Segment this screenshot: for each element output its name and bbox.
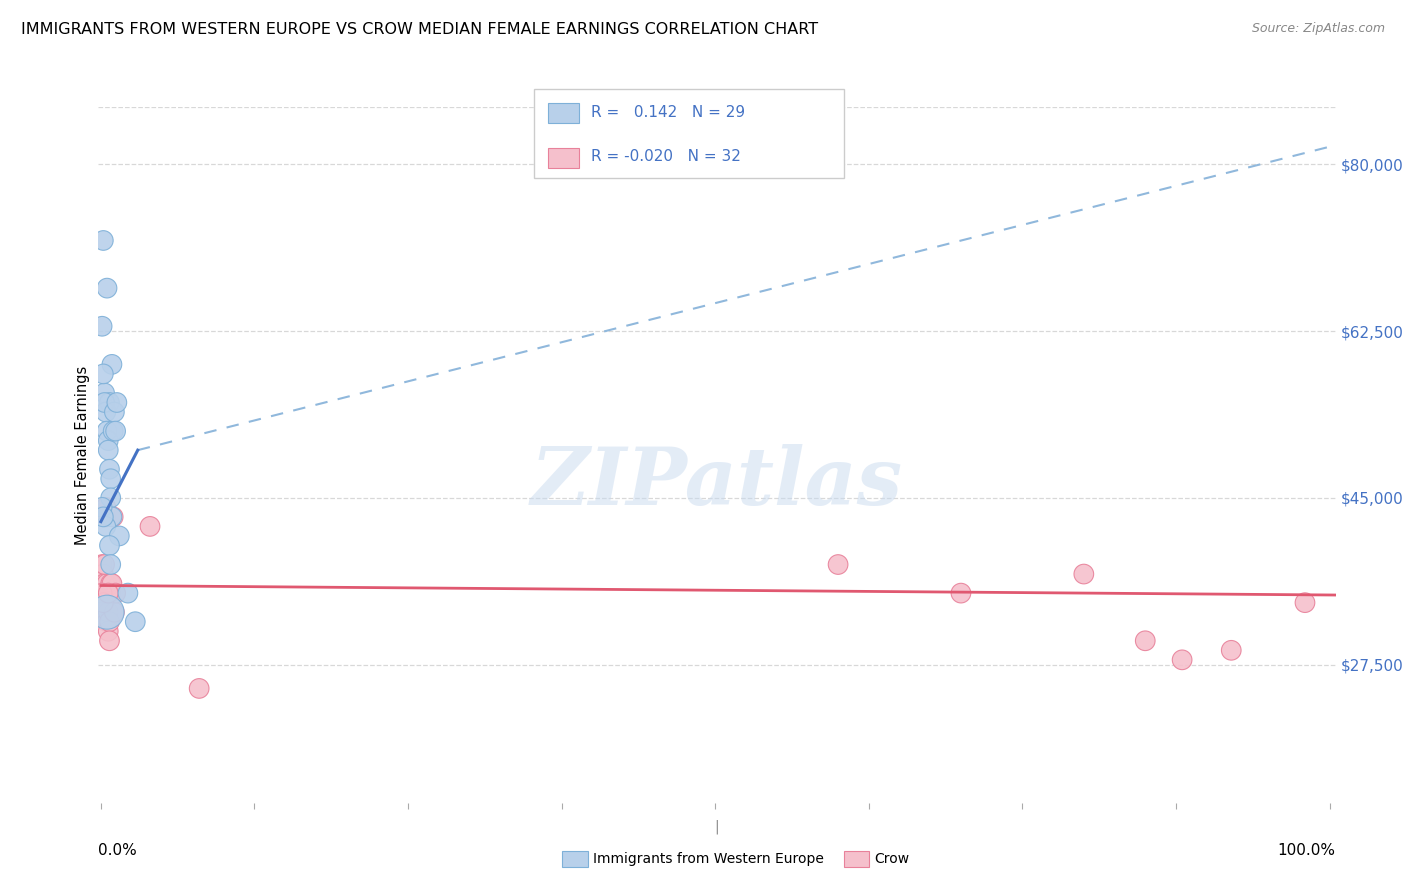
Point [98,539,121,553]
Point [93,558,115,572]
Point [188,681,211,696]
Text: 100.0%: 100.0% [1278,843,1336,858]
Point [103,405,125,419]
Point [94,500,117,515]
Point [91,567,114,582]
Point [97,586,120,600]
Point [100,558,122,572]
Point [1220,643,1243,657]
Point [139,519,162,533]
Point [98,462,121,476]
Text: |: | [714,820,720,834]
Point [100,586,122,600]
Point [949,586,972,600]
Y-axis label: Median Female Earnings: Median Female Earnings [75,366,90,544]
Point [96,281,118,295]
Point [101,509,124,524]
Point [98,615,121,629]
Point [91,596,114,610]
Point [96,615,118,629]
Text: Source: ZipAtlas.com: Source: ZipAtlas.com [1251,22,1385,36]
Point [93,386,115,401]
Point [124,615,146,629]
Point [117,586,139,600]
Point [1135,633,1157,648]
Text: 0.0%: 0.0% [98,843,138,858]
Point [98,633,121,648]
Text: IMMIGRANTS FROM WESTERN EUROPE VS CROW MEDIAN FEMALE EARNINGS CORRELATION CHART: IMMIGRANTS FROM WESTERN EUROPE VS CROW M… [21,22,818,37]
Point [91,319,114,334]
Point [94,405,117,419]
Point [93,395,115,409]
Point [1294,596,1316,610]
Point [93,576,115,591]
Point [105,395,128,409]
Text: R = -0.020   N = 32: R = -0.020 N = 32 [591,150,741,164]
Point [100,576,122,591]
Text: Crow: Crow [875,852,910,866]
Point [100,472,122,486]
Point [98,395,121,409]
Point [91,367,114,381]
Point [101,576,124,591]
Point [104,586,127,600]
Point [96,605,118,619]
Point [1171,653,1194,667]
Text: R =   0.142   N = 29: R = 0.142 N = 29 [591,105,745,120]
Point [100,491,122,505]
Text: Immigrants from Western Europe: Immigrants from Western Europe [593,852,824,866]
Point [104,424,127,438]
Point [91,234,114,248]
Point [91,509,114,524]
Point [97,443,120,458]
Point [1073,567,1095,582]
Point [97,624,120,639]
Point [91,558,114,572]
Point [96,576,118,591]
Point [94,509,117,524]
Point [97,434,120,448]
Point [91,500,114,515]
Point [827,558,849,572]
Point [101,509,124,524]
Point [91,586,114,600]
Text: ZIPatlas: ZIPatlas [531,444,903,522]
Point [101,357,124,371]
Point [96,424,118,438]
Point [108,529,131,543]
Point [101,424,124,438]
Point [97,605,120,619]
Point [93,596,115,610]
Point [94,519,117,533]
Point [91,586,114,600]
Point [103,605,125,619]
